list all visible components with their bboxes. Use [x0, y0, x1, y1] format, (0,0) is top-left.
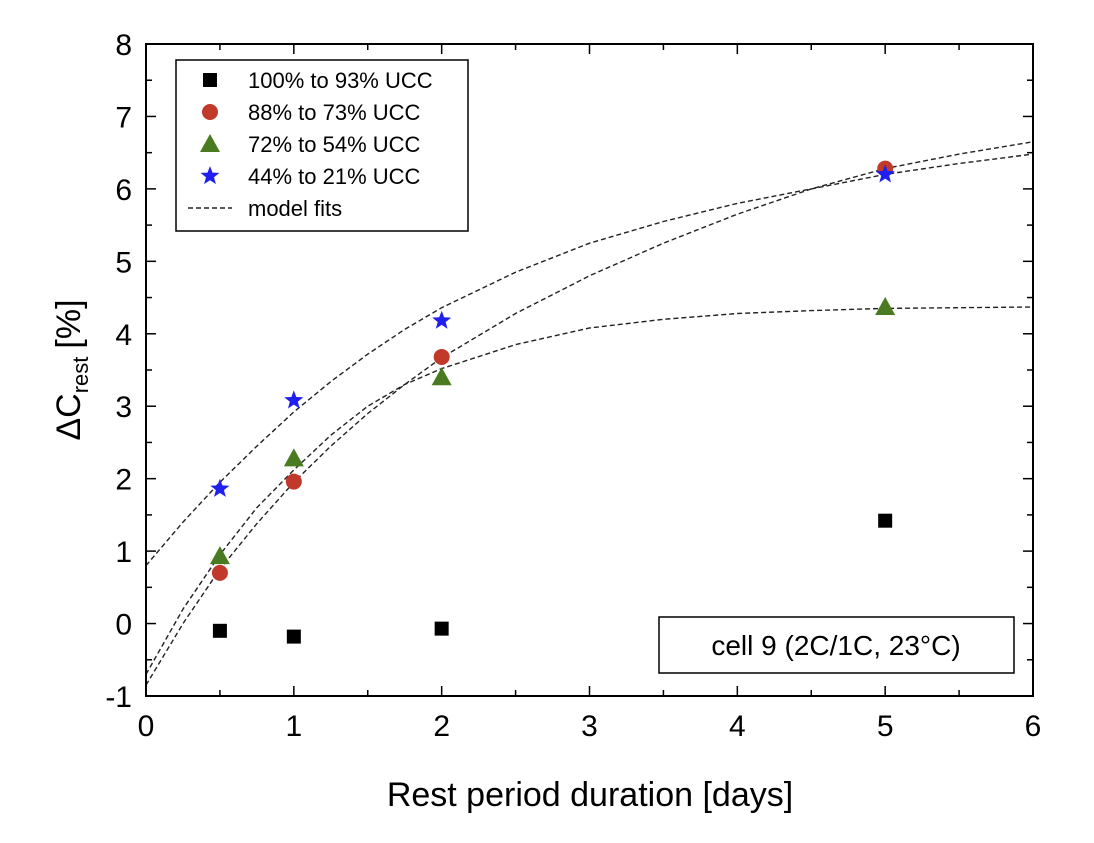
- x-tick-label: 1: [285, 710, 302, 743]
- y-tick-label: -1: [105, 681, 132, 714]
- data-point-circle: [433, 348, 450, 365]
- data-point-square: [434, 621, 449, 636]
- model-fit-line: [145, 153, 1034, 567]
- annotation-frame: [658, 616, 1015, 674]
- y-tick-label: 7: [115, 101, 132, 134]
- data-point-square: [286, 629, 301, 644]
- data-point-triangle: [875, 296, 896, 315]
- y-axis-label-sub: rest: [68, 357, 93, 394]
- annotation: cell 9 (2C/1C, 23°C): [658, 616, 1015, 674]
- data-point-star: [210, 478, 230, 497]
- x-tick-label: 2: [433, 710, 450, 743]
- data-point-circle: [285, 473, 302, 490]
- annotation-text: cell 9 (2C/1C, 23°C): [711, 630, 960, 661]
- legend-label: 44% to 21% UCC: [248, 164, 421, 189]
- data-point-triangle: [431, 367, 452, 386]
- y-tick-label: 4: [115, 319, 132, 352]
- svg-text:ΔCrest[%]: ΔCrest [%]: [50, 299, 93, 440]
- x-axis-label: Rest period duration [days]: [387, 776, 793, 814]
- legend-marker-square: [203, 73, 217, 87]
- data-point-star: [432, 310, 452, 329]
- y-tick-label: 6: [115, 174, 132, 207]
- x-tick-label: 3: [581, 710, 598, 743]
- y-tick-label: 8: [115, 29, 132, 62]
- y-axis-label-main: ΔC: [50, 393, 88, 440]
- y-axis-label: ΔCrest [%]: [50, 299, 93, 440]
- y-tick-label: 1: [115, 536, 132, 569]
- legend-marker-triangle: [200, 134, 220, 152]
- x-tick-label: 4: [729, 710, 746, 743]
- y-tick-label: 2: [115, 464, 132, 497]
- legend-label: model fits: [248, 196, 342, 221]
- legend-label: 72% to 54% UCC: [248, 132, 421, 157]
- x-tick-label: 5: [877, 710, 894, 743]
- y-axis-label-unit: [%]: [50, 299, 88, 348]
- legend: 100% to 93% UCC 88% to 73% UCC 72% to 54% …: [175, 59, 469, 232]
- data-point-triangle: [209, 546, 230, 565]
- legend-label: 88% to 73% UCC: [248, 100, 421, 125]
- x-tick-label: 6: [1025, 710, 1042, 743]
- data-point-star: [875, 164, 895, 183]
- data-point-star: [284, 390, 304, 409]
- data-point-circle: [211, 564, 228, 581]
- data-points-layer: [209, 160, 896, 644]
- data-point-square: [878, 513, 893, 528]
- legend-label: 100% to 93% UCC: [248, 68, 433, 93]
- y-tick-label: 3: [115, 391, 132, 424]
- y-tick-label: 0: [115, 609, 132, 642]
- x-tick-label: 0: [138, 710, 155, 743]
- y-tick-label: 5: [115, 246, 132, 279]
- data-point-triangle: [283, 448, 304, 467]
- data-point-square: [212, 623, 227, 638]
- model-fit-line: [145, 141, 1034, 686]
- legend-frame: [175, 59, 469, 232]
- legend-marker-circle: [202, 104, 218, 120]
- legend-marker-star: [200, 166, 220, 185]
